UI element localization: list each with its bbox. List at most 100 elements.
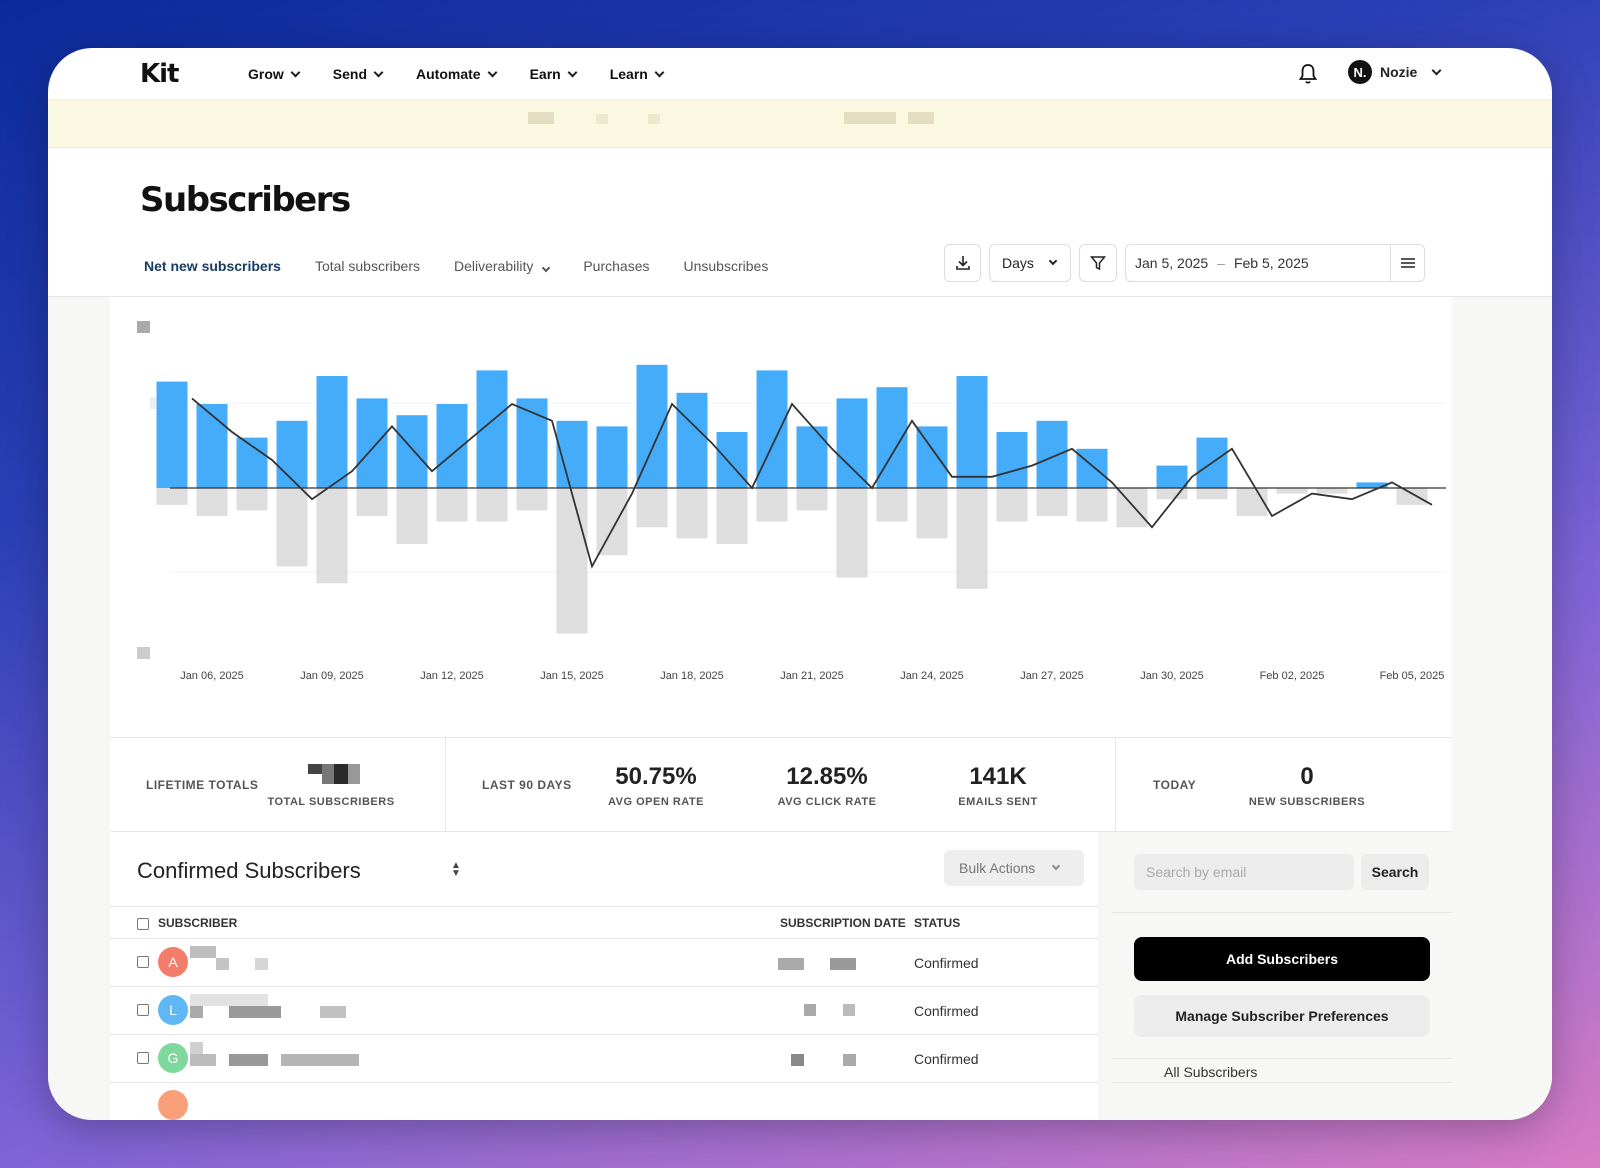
add-subscribers-button[interactable]: Add Subscribers — [1134, 937, 1430, 981]
x-tick-label: Jan 18, 2025 — [660, 670, 724, 682]
bar-unsubscribes — [1196, 488, 1228, 500]
row-checkbox[interactable] — [137, 956, 149, 968]
bar-new-subscribers — [596, 426, 628, 488]
nav-menu: Grow Send Automate Earn Learn — [248, 48, 697, 100]
bar-unsubscribes — [676, 488, 708, 539]
status-badge: Confirmed — [914, 955, 979, 971]
bulk-actions-button[interactable]: Bulk Actions — [944, 850, 1084, 886]
search-button[interactable]: Search — [1361, 854, 1429, 890]
select-all-checkbox[interactable] — [137, 918, 149, 930]
divider — [110, 986, 1098, 987]
status-badge: Confirmed — [914, 1003, 979, 1019]
bar-new-subscribers — [356, 398, 388, 488]
bar-unsubscribes — [916, 488, 948, 539]
download-button[interactable] — [944, 244, 981, 282]
date-start: Jan 5, 2025 — [1135, 255, 1209, 271]
divider — [1112, 1082, 1452, 1083]
sort-toggle-icon[interactable]: ▲ ▼ — [451, 860, 461, 879]
nav-send[interactable]: Send — [333, 66, 384, 82]
bar-unsubscribes — [836, 488, 868, 578]
redacted-value — [322, 764, 334, 784]
redacted-email — [255, 958, 268, 970]
last-90-days-label: LAST 90 DAYS — [482, 778, 572, 792]
row-checkbox[interactable] — [137, 1004, 149, 1016]
nav-learn[interactable]: Learn — [610, 66, 665, 82]
redacted-date — [791, 1054, 804, 1066]
header-status: STATUS — [914, 916, 961, 930]
date-range-picker[interactable]: Jan 5, 2025 – Feb 5, 2025 — [1125, 244, 1425, 282]
bar-unsubscribes — [956, 488, 988, 589]
filter-icon — [1090, 256, 1106, 271]
bar-unsubscribes — [1156, 488, 1188, 500]
bar-new-subscribers — [156, 381, 188, 488]
chevron-down-icon — [1431, 65, 1442, 75]
bar-new-subscribers — [1156, 465, 1188, 488]
redacted-email — [190, 1042, 203, 1054]
avg-open-rate-value: 50.75% — [615, 763, 697, 790]
bar-unsubscribes — [436, 488, 468, 522]
stats-bar: LIFETIME TOTALS TOTAL SUBSCRIBERS LAST 9… — [110, 737, 1452, 833]
redacted-value — [348, 764, 360, 784]
bar-new-subscribers — [396, 415, 428, 488]
divider — [110, 1034, 1098, 1035]
tab-total-subscribers[interactable]: Total subscribers — [314, 258, 420, 274]
side-panel: Search Add Subscribers Manage Subscriber… — [1112, 832, 1452, 1120]
chevron-down-icon — [567, 67, 578, 77]
tab-deliverability[interactable]: Deliverability — [450, 250, 553, 300]
y-axis-label-redacted — [137, 647, 150, 659]
redacted-text — [648, 114, 660, 124]
divider — [1112, 1058, 1452, 1059]
user-menu[interactable]: N. Nozie — [1348, 60, 1442, 84]
y-axis-label-redacted — [150, 397, 156, 409]
date-menu-button[interactable] — [1390, 245, 1424, 281]
search-input[interactable] — [1134, 854, 1354, 890]
x-tick-label: Jan 09, 2025 — [300, 670, 364, 682]
segment-all-subscribers[interactable]: All Subscribers — [1164, 1064, 1258, 1080]
chevron-down-icon — [487, 67, 498, 77]
net-change-line — [191, 397, 1433, 569]
subscribers-table: Confirmed Subscribers ▲ ▼ Bulk Actions SU… — [110, 832, 1098, 1120]
user-name: Nozie — [1380, 64, 1418, 80]
tab-unsubscribes[interactable]: Unsubscribes — [683, 258, 769, 274]
y-axis-label-redacted — [137, 321, 150, 333]
tab-purchases[interactable]: Purchases — [583, 258, 650, 274]
bar-new-subscribers — [1356, 482, 1388, 488]
bar-new-subscribers — [836, 398, 868, 488]
redacted-email — [229, 1006, 281, 1018]
kit-logo[interactable]: Kit — [140, 59, 179, 89]
bar-new-subscribers — [716, 432, 748, 488]
bar-new-subscribers — [796, 426, 828, 488]
bar-unsubscribes — [476, 488, 508, 522]
today-label: TODAY — [1153, 778, 1197, 792]
filter-button[interactable] — [1079, 244, 1117, 282]
avatar — [158, 1090, 188, 1120]
redacted-email — [190, 946, 216, 958]
x-tick-label: Feb 05, 2025 — [1379, 670, 1445, 682]
nav-earn[interactable]: Earn — [530, 66, 578, 82]
bar-unsubscribes — [396, 488, 428, 544]
nav-automate[interactable]: Automate — [416, 66, 498, 82]
bar-new-subscribers — [1076, 448, 1108, 488]
divider — [48, 296, 1552, 297]
chevron-down-icon — [1048, 256, 1058, 266]
total-subscribers-caption: TOTAL SUBSCRIBERS — [267, 796, 395, 808]
redacted-email — [229, 1054, 268, 1066]
download-icon — [955, 256, 970, 270]
app-window: Kit Grow Send Automate Earn Learn N. Noz… — [48, 48, 1552, 1120]
x-tick-label: Jan 30, 2025 — [1140, 670, 1204, 682]
bell-icon[interactable] — [1298, 63, 1318, 85]
interval-select[interactable]: Days — [989, 244, 1071, 282]
bar-new-subscribers — [316, 376, 348, 488]
nav-grow[interactable]: Grow — [248, 66, 301, 82]
bar-unsubscribes — [556, 488, 588, 634]
bar-new-subscribers — [276, 420, 308, 488]
chevron-down-icon — [373, 67, 384, 77]
bar-new-subscribers — [676, 392, 708, 488]
manage-subscriber-preferences-button[interactable]: Manage Subscriber Preferences — [1134, 995, 1430, 1037]
avatar: A — [158, 947, 188, 977]
x-tick-label: Jan 12, 2025 — [420, 670, 484, 682]
tab-net-new-subscribers[interactable]: Net new subscribers — [140, 250, 285, 300]
chevron-down-icon — [290, 67, 301, 77]
announcement-banner — [48, 100, 1552, 148]
row-checkbox[interactable] — [137, 1052, 149, 1064]
